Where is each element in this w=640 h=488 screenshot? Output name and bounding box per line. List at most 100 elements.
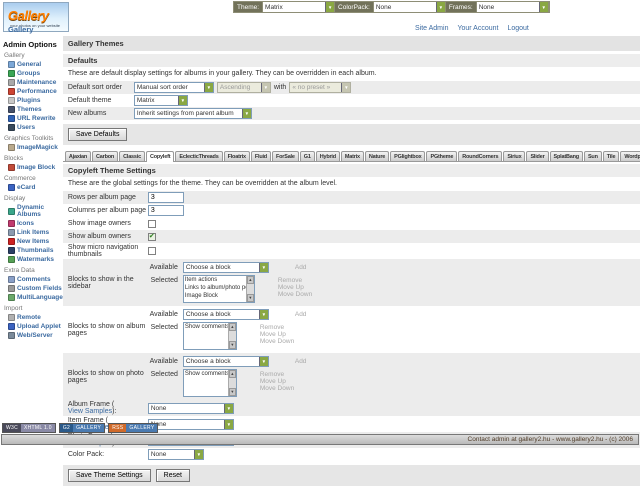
tab-sun[interactable]: Sun <box>583 151 602 161</box>
view-samples-link[interactable]: View Samples <box>67 408 113 415</box>
add-action[interactable]: Add <box>294 311 307 318</box>
selected-block-option[interactable]: Links to album/photo peers <box>184 284 246 291</box>
theme-select[interactable]: Matrix ▼ <box>263 2 336 12</box>
reset-button[interactable]: Reset <box>155 469 190 482</box>
tab-wordpressembedded[interactable]: WordpressEmbedded <box>620 151 640 161</box>
item-frame-select[interactable]: None ▼ <box>147 418 234 430</box>
blocks-photo-selected-list[interactable]: Show comments ▲ ▼ <box>182 369 237 397</box>
sidebar-item-thumbnails[interactable]: Thumbnails <box>3 246 63 255</box>
sidebar-item-maintenance[interactable]: Maintenance <box>3 78 63 87</box>
your-account-link[interactable]: Your Account <box>457 25 499 32</box>
tab-pgtheme[interactable]: PGtheme <box>426 151 458 161</box>
show-image-owners-checkbox[interactable] <box>147 219 156 228</box>
selected-block-option[interactable]: Item actions <box>184 277 218 283</box>
sidebar-item-general[interactable]: General <box>3 60 63 69</box>
sidebar-item-comments[interactable]: Comments <box>3 275 63 284</box>
block-action[interactable]: Move Down <box>259 338 295 345</box>
scrollbar[interactable]: ▲ ▼ <box>227 370 236 396</box>
blocks-sidebar-choose-select[interactable]: Choose a block ▼ <box>182 262 269 273</box>
selected-block-option[interactable]: Image Block <box>184 292 218 299</box>
tab-g1[interactable]: G1 <box>299 151 315 161</box>
block-action[interactable]: Move Up <box>277 284 304 291</box>
block-action[interactable]: Remove <box>259 324 285 331</box>
new-albums-select[interactable]: Inherit settings from parent album ▼ <box>133 108 252 119</box>
blocks-photo-choose-select[interactable]: Choose a block ▼ <box>182 356 269 367</box>
sidebar-item-label: New Items <box>17 238 50 245</box>
tab-matrix[interactable]: Matrix <box>340 151 364 161</box>
block-action[interactable]: Move Up <box>259 331 286 338</box>
sidebar-item-watermarks[interactable]: Watermarks <box>3 255 63 264</box>
tab-ajaxian[interactable]: Ajaxian <box>64 151 92 161</box>
tab-pglightbox[interactable]: PGlightbox <box>390 151 426 161</box>
tab-classic[interactable]: Classic <box>119 151 145 161</box>
sidebar-item-web-server[interactable]: Web/Server <box>3 331 63 340</box>
selected-label: Selected <box>150 324 178 331</box>
blocks-album-choose-select[interactable]: Choose a block ▼ <box>182 309 269 320</box>
xhtml-badge[interactable]: W3C XHTML 1.0 <box>2 423 56 433</box>
scrollbar[interactable]: ▲ ▼ <box>245 276 254 302</box>
breadcrumb[interactable]: Gallery <box>8 25 34 34</box>
sidebar-item-url-rewrite[interactable]: URL Rewrite <box>3 114 63 123</box>
blocks-album-selected-list[interactable]: Show comments ▲ ▼ <box>182 322 237 350</box>
sidebar-item-ecard[interactable]: eCard <box>3 183 63 192</box>
tab-tile[interactable]: Tile <box>602 151 620 161</box>
save-theme-settings-button[interactable]: Save Theme Settings <box>67 469 151 482</box>
columns-per-page-input[interactable] <box>147 205 184 216</box>
sidebar-item-performance[interactable]: Performance <box>3 87 63 96</box>
album-frame-select[interactable]: None ▼ <box>147 402 234 414</box>
sidebar-item-label: Comments <box>17 276 51 283</box>
default-theme-select[interactable]: Matrix ▼ <box>133 95 188 106</box>
tab-slider[interactable]: Slider <box>526 151 549 161</box>
show-album-owners-checkbox[interactable] <box>147 232 156 241</box>
scrollbar[interactable]: ▲ ▼ <box>227 323 236 349</box>
tab-floatrix[interactable]: Floatrix <box>223 151 250 161</box>
tab-eclecticthreads[interactable]: EclecticThreads <box>175 151 223 161</box>
sidebar-item-users[interactable]: Users <box>3 123 63 132</box>
save-defaults-button[interactable]: Save Defaults <box>67 128 128 141</box>
site-admin-link[interactable]: Site Admin <box>415 25 449 32</box>
rows-per-page-input[interactable] <box>147 192 184 203</box>
sidebar-item-icons[interactable]: Icons <box>3 219 63 228</box>
show-micro-nav-checkbox[interactable] <box>147 247 156 255</box>
frames-select[interactable]: None ▼ <box>476 2 549 12</box>
sidebar-item-plugins[interactable]: Plugins <box>3 96 63 105</box>
gallery-badge[interactable]: G2 GALLERY <box>58 423 106 433</box>
sidebar-item-custom-fields[interactable]: Custom Fields <box>3 284 63 293</box>
rss-badge[interactable]: RSS GALLERY <box>108 423 159 433</box>
default-sort-order-select[interactable]: Manual sort order ▼ <box>133 82 214 93</box>
sidebar-item-dynamic-albums[interactable]: Dynamic Albums <box>3 203 63 219</box>
sidebar-item-image-block[interactable]: Image Block <box>3 163 63 172</box>
tab-nature[interactable]: Nature <box>364 151 390 161</box>
block-action[interactable]: Remove <box>277 277 303 284</box>
selected-block-option[interactable]: Show comments <box>184 371 228 377</box>
add-action[interactable]: Add <box>294 264 307 271</box>
sidebar-item-remote[interactable]: Remote <box>3 313 63 322</box>
tab-roundcorners[interactable]: RoundCorners <box>458 151 503 161</box>
sidebar-item-new-items[interactable]: New Items <box>3 237 63 246</box>
ecard-icon <box>8 184 15 191</box>
sidebar-item-upload-applet[interactable]: Upload Applet <box>3 322 63 331</box>
sidebar-item-multilanguage[interactable]: MultiLanguage <box>3 293 63 302</box>
sidebar-item-imagemagick[interactable]: ImageMagick <box>3 143 63 152</box>
logout-link[interactable]: Logout <box>507 25 529 32</box>
block-action[interactable]: Move Up <box>259 378 286 385</box>
sidebar-item-groups[interactable]: Groups <box>3 69 63 78</box>
selected-block-option[interactable]: Show comments <box>184 324 228 330</box>
tab-hybrid[interactable]: Hybrid <box>315 151 340 161</box>
tab-splatbang[interactable]: SplatBang <box>549 151 583 161</box>
color-pack-select[interactable]: None ▼ <box>147 449 204 460</box>
tab-fluid[interactable]: Fluid <box>250 151 271 161</box>
gallery-logo[interactable]: Gallery your photos on your website <box>3 2 69 32</box>
block-action[interactable]: Move Down <box>259 385 295 392</box>
tab-siriux[interactable]: Siriux <box>503 151 526 161</box>
tab-carbon[interactable]: Carbon <box>92 151 119 161</box>
sidebar-item-themes[interactable]: Themes <box>3 105 63 114</box>
tab-forsale[interactable]: ForSale <box>271 151 299 161</box>
colorpack-select[interactable]: None ▼ <box>373 2 446 12</box>
block-action[interactable]: Remove <box>259 371 285 378</box>
sidebar-item-link-items[interactable]: Link Items <box>3 228 63 237</box>
add-action[interactable]: Add <box>294 358 307 365</box>
block-action[interactable]: Move Down <box>277 291 313 298</box>
tab-copyleft[interactable]: Copyleft <box>145 151 175 162</box>
